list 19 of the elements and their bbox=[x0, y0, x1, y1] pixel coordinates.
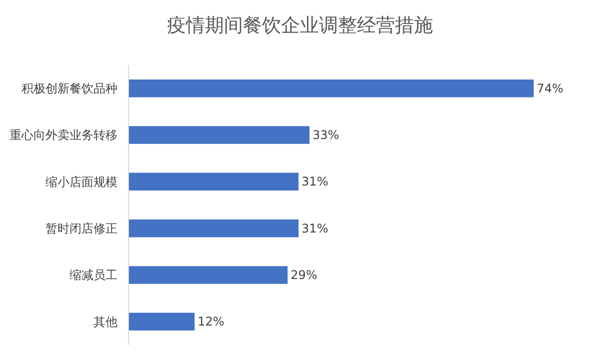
data-label: 31% bbox=[302, 174, 328, 189]
bar bbox=[129, 312, 195, 331]
chart-title: 疫情期间餐饮企业调整经营措施 bbox=[167, 14, 433, 36]
data-label: 31% bbox=[302, 221, 328, 236]
y-tick-label: 缩小店面规模 bbox=[46, 174, 118, 189]
data-label: 12% bbox=[198, 314, 224, 329]
bar bbox=[129, 219, 299, 238]
data-label: 29% bbox=[290, 268, 318, 282]
y-tick-label: 积极创新餐饮品种 bbox=[22, 82, 118, 96]
data-label: 74% bbox=[536, 81, 564, 96]
y-tick-label: 其他 bbox=[94, 314, 118, 329]
bar bbox=[129, 172, 299, 191]
bar bbox=[129, 126, 310, 144]
y-tick-label: 重心向外卖业务转移 bbox=[10, 128, 118, 142]
y-tick-label: 暂时闭店修正 bbox=[46, 222, 118, 236]
y-tick-label: 缩减员工 bbox=[70, 268, 118, 282]
data-label: 33% bbox=[312, 128, 340, 142]
bar bbox=[129, 266, 288, 284]
bar bbox=[129, 79, 534, 98]
